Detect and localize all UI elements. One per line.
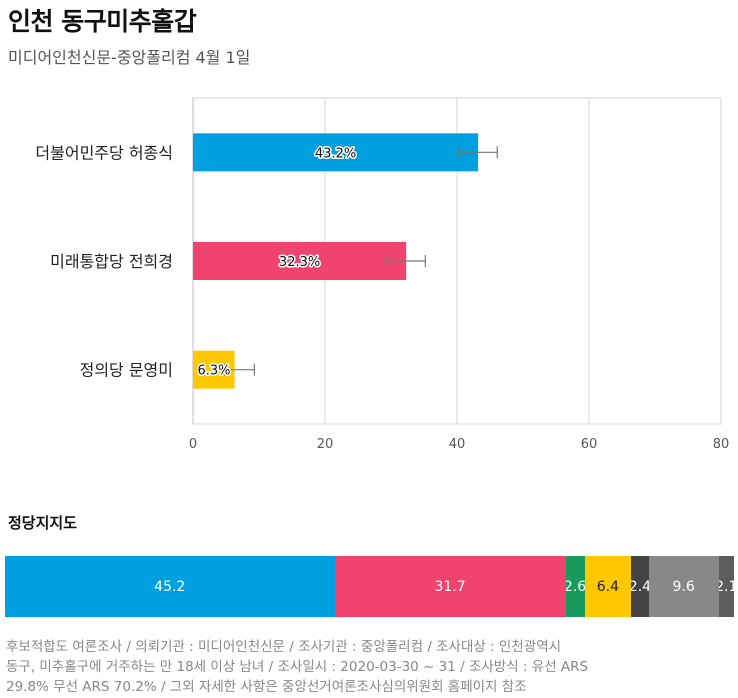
- page-title: 인천 동구미추홀갑: [8, 7, 197, 36]
- data-label: 43.2%: [315, 146, 356, 161]
- category-label: 미래통합당 전희경: [50, 252, 173, 271]
- footnote-line: 동구, 미추홀구에 거주하는 만 18세 이상 남녀 / 조사일시 : 2020…: [6, 659, 589, 675]
- party-segment: 31.7: [334, 556, 566, 617]
- x-tick-label: 20: [317, 437, 334, 452]
- footnote-line: 후보적합도 여론조사 / 의뢰기관 : 미디어인천신문 / 조사기관 : 중앙폴…: [6, 639, 562, 655]
- party-segment: 45.2: [5, 556, 335, 617]
- category-label: 더불어민주당 허종식: [35, 143, 173, 162]
- party-segment: 2.4: [631, 556, 649, 617]
- x-tick-label: 0: [189, 437, 197, 452]
- party-segment: 9.6: [648, 556, 719, 617]
- x-tick-label: 40: [449, 437, 466, 452]
- footnote-line: 29.8% 무선 ARS 70.2% / 그외 자세한 사항은 중앙선거여론조사…: [6, 679, 527, 695]
- data-label: 32.3%: [279, 255, 320, 270]
- survey-footnote: 후보적합도 여론조사 / 의뢰기관 : 미디어인천신문 / 조사기관 : 중앙폴…: [6, 637, 734, 697]
- party-segment: 2.1: [718, 556, 734, 617]
- page-subtitle: 미디어인천신문-중앙폴리컴 4월 1일: [8, 48, 251, 67]
- party-segment: 2.6: [565, 556, 585, 617]
- data-label: 6.3%: [197, 364, 230, 379]
- x-tick-label: 60: [581, 437, 598, 452]
- x-tick-label: 80: [713, 437, 730, 452]
- party-support-title: 정당지지도: [8, 514, 78, 532]
- party-segment: 6.4: [584, 556, 632, 617]
- bar: [193, 242, 407, 280]
- party-support-bar: 45.2 31.7 2.6 6.4 2.4 9.6 2.1: [5, 556, 734, 617]
- bar: [193, 133, 479, 172]
- category-label: 정의당 문영미: [80, 361, 173, 380]
- candidate-bar-chart: 0 20 40 60 80 더불어민주당 허종식 43.2% 미래통합당 전희경 32.3% 정의…: [35, 97, 730, 452]
